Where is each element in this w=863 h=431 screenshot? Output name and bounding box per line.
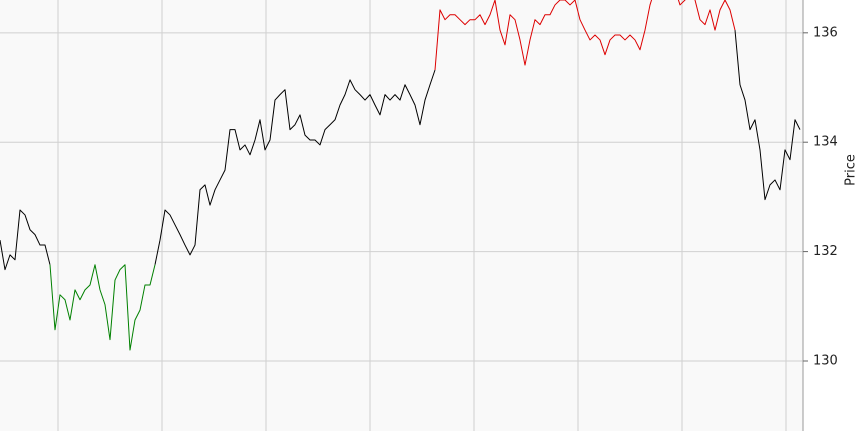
y-tick-label: 132 (813, 244, 838, 259)
price-line (0, 30, 801, 271)
grid (0, 0, 803, 431)
y-axis-label: Price (844, 154, 859, 186)
plot-area (0, 0, 803, 431)
y-tick-label: 136 (813, 25, 838, 40)
y-tick-label: 134 (813, 135, 838, 150)
lines (0, 0, 801, 351)
price-line (49, 264, 156, 351)
price-line (434, 0, 736, 71)
y-tick-label: 130 (813, 353, 838, 368)
